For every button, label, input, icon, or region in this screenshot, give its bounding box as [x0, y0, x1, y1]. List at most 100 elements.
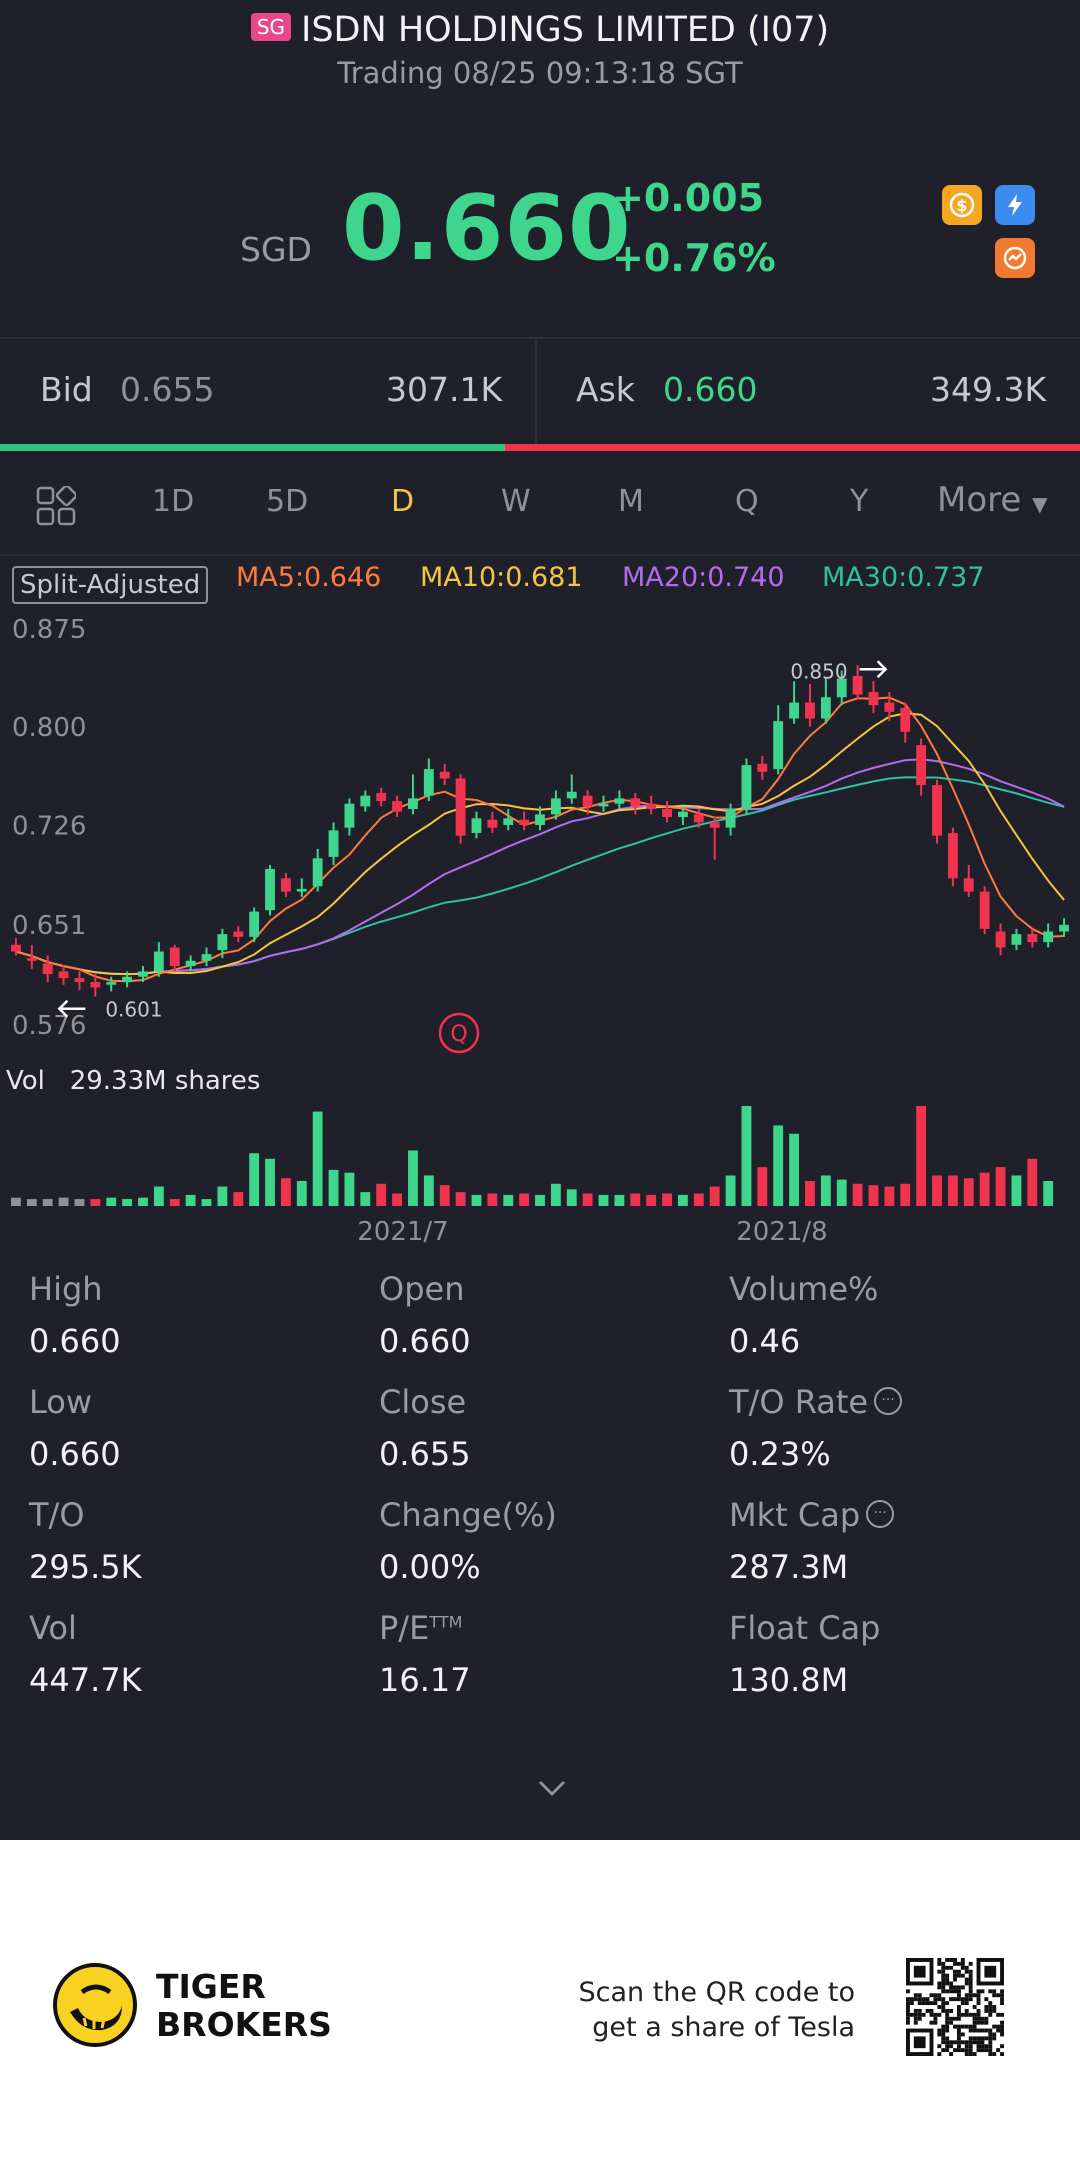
qr-module — [941, 1965, 946, 1970]
split-adjusted-button[interactable]: Split-Adjusted — [12, 566, 209, 604]
qr-module — [945, 2008, 950, 2013]
qr-module — [933, 2020, 938, 2025]
qr-module — [980, 2044, 985, 2049]
svg-text:$: $ — [956, 196, 967, 215]
candle-body — [582, 795, 593, 807]
tab-1d[interactable]: 1D — [152, 484, 195, 519]
qr-module — [968, 1977, 973, 1982]
candle-body — [550, 798, 561, 815]
tab-q[interactable]: Q — [735, 484, 759, 519]
qr-module — [945, 1981, 950, 1986]
stat-value: 0.655 — [379, 1435, 471, 1473]
vol-value: 29.33M shares — [69, 1066, 261, 1096]
qr-module — [964, 2012, 969, 2017]
qr-module — [992, 2036, 997, 2041]
volume-bar — [614, 1194, 625, 1206]
stat-value: 0.660 — [29, 1322, 121, 1360]
tab-5d[interactable]: 5D — [266, 484, 309, 519]
stat-value: 0.660 — [379, 1322, 471, 1360]
candle-body — [932, 785, 942, 836]
volume-bar — [598, 1194, 609, 1206]
stat-label: Open — [379, 1270, 464, 1308]
candle-body — [265, 868, 275, 911]
qr-module — [960, 1985, 965, 1990]
volume-bar — [1043, 1181, 1054, 1206]
candle-body — [598, 803, 609, 807]
qr-module — [945, 1973, 950, 1978]
qr-module — [964, 1965, 969, 1970]
volume-bar — [328, 1169, 339, 1206]
qr-module — [941, 2036, 946, 2041]
qr-module — [909, 2012, 914, 2017]
volume-bar — [725, 1175, 736, 1206]
qr-module — [937, 1985, 942, 1990]
qr-module — [1000, 2020, 1004, 2025]
tab-y[interactable]: Y — [850, 484, 869, 519]
qr-module — [972, 2016, 977, 2021]
qr-module — [941, 1961, 946, 1966]
scan-line2: get a share of Tesla — [592, 2012, 855, 2043]
volume-bar — [376, 1183, 387, 1206]
tab-w[interactable]: W — [501, 484, 531, 519]
stat-value: 295.5K — [29, 1548, 142, 1586]
divider — [0, 554, 1080, 556]
candle-body — [693, 814, 704, 823]
qr-module — [906, 2016, 910, 2021]
qr-module — [960, 2048, 965, 2053]
chevron-down-icon[interactable] — [536, 1778, 568, 1802]
tab-d[interactable]: D — [391, 484, 415, 519]
qr-module — [956, 2032, 961, 2037]
stat-label: Mkt Cap ··· — [729, 1496, 895, 1534]
qr-module — [953, 1958, 957, 1962]
qr-module — [953, 1985, 957, 1990]
info-icon[interactable]: ··· — [874, 1387, 903, 1415]
qr-module — [988, 2012, 993, 2017]
volume-bar — [757, 1167, 768, 1206]
qr-module — [1000, 2044, 1004, 2049]
volume-bar — [741, 1106, 752, 1206]
qr-module — [953, 2040, 957, 2045]
info-icon[interactable]: ··· — [866, 1500, 895, 1528]
flash-icon[interactable] — [995, 185, 1035, 225]
qr-module — [941, 2008, 946, 2013]
qr-module — [945, 2028, 950, 2033]
qr-module — [972, 2024, 977, 2029]
stat-label-text: High — [29, 1270, 103, 1308]
tab-more[interactable]: More ▼ — [937, 480, 1048, 520]
volume-bar — [344, 1172, 355, 1206]
stat-label-text: Float Cap — [729, 1609, 881, 1647]
candle-body — [741, 765, 752, 810]
volume-bar — [106, 1197, 117, 1206]
stat-label: Low — [29, 1383, 92, 1421]
qr-module — [968, 1961, 973, 1966]
qr-module — [984, 2028, 989, 2033]
qr-module — [941, 1997, 946, 2002]
candle-body — [836, 678, 847, 698]
qr-module — [988, 2032, 993, 2037]
volume-bar — [932, 1175, 942, 1206]
qr-module — [992, 1989, 997, 1994]
left-arrow-icon — [57, 999, 86, 1018]
qr-module — [933, 1993, 938, 1998]
stat-value: 0.23% — [729, 1435, 831, 1473]
ma20-label: MA20:0.740 — [622, 562, 785, 593]
qr-module — [976, 2036, 981, 2041]
chart-badge-icon[interactable] — [995, 238, 1035, 278]
qr-module — [968, 1985, 973, 1990]
price-chart[interactable]: 0.875 0.800 0.726 0.651 0.576 0.850 0.601 Q 2021… — [0, 610, 1080, 1290]
volume-bar — [471, 1194, 482, 1206]
tab-m[interactable]: M — [618, 484, 644, 519]
candle-body — [360, 795, 371, 807]
candle-body — [900, 707, 911, 732]
volume-bar — [646, 1194, 657, 1206]
divider — [0, 337, 1080, 339]
volume-bar — [122, 1199, 133, 1206]
qr-module — [988, 2005, 993, 2009]
layout-grid-icon[interactable] — [36, 484, 78, 530]
qr-module — [956, 2008, 961, 2013]
dollar-icon[interactable]: $ — [942, 185, 982, 225]
qr-module — [913, 1993, 918, 1998]
qr-module — [960, 2001, 965, 2006]
volume-bar — [836, 1179, 847, 1206]
bid-label: Bid — [40, 370, 93, 409]
